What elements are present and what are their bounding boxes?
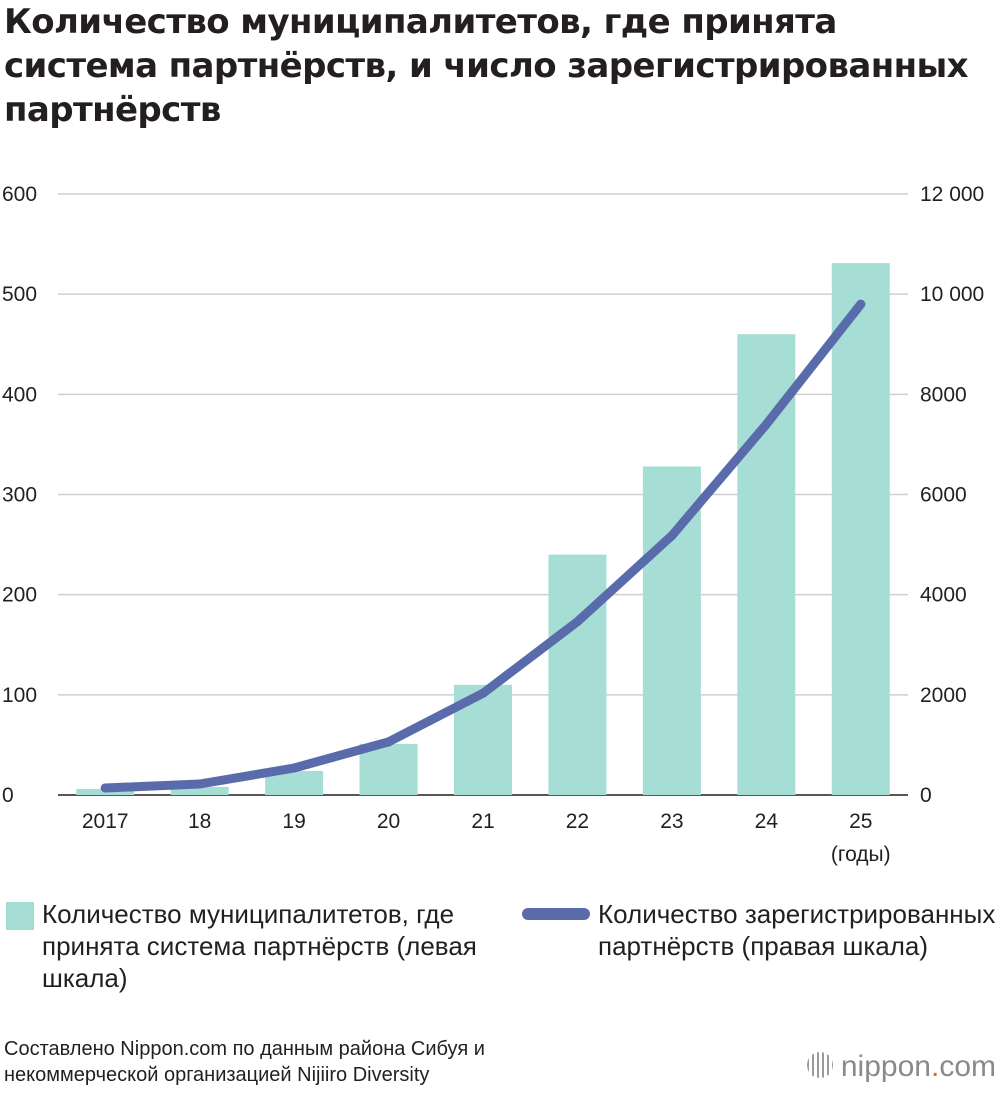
x-tick-label: 25 bbox=[849, 810, 872, 833]
x-tick-label: 21 bbox=[471, 810, 494, 833]
y-left-tick-label: 600 bbox=[2, 183, 37, 206]
y-right-tick-label: 0 bbox=[920, 784, 932, 807]
line-point bbox=[478, 688, 488, 698]
logo-dot: . bbox=[930, 1050, 940, 1083]
y-right-tick-label: 12 000 bbox=[920, 183, 984, 206]
legend-label-bar: Количество муниципалитетов, где принята … bbox=[42, 899, 477, 993]
nippon-logo: nippon.com bbox=[806, 1050, 996, 1084]
x-tick-label: 19 bbox=[282, 810, 305, 833]
y-left-tick-label: 200 bbox=[2, 584, 37, 607]
bar bbox=[359, 743, 418, 795]
source-note: Составлено Nippon.com по данным района С… bbox=[4, 1038, 485, 1086]
legend-label-line: Количество зарегистрированных партнёрств… bbox=[598, 899, 996, 961]
y-right-tick-label: 6000 bbox=[920, 484, 967, 507]
line-point bbox=[289, 763, 299, 773]
chart-title: Количество муниципалитетов, где принята … bbox=[4, 2, 969, 130]
bar bbox=[831, 263, 890, 795]
x-tick-label: 20 bbox=[377, 810, 400, 833]
logo-main: nippon bbox=[840, 1050, 931, 1083]
x-unit-label: (годы) bbox=[831, 843, 891, 866]
y-left-tick-label: 400 bbox=[2, 383, 37, 406]
x-tick-label: 22 bbox=[566, 810, 589, 833]
chart-plot: 0 0 100 2000 200 4000 300 6000 400 8000 500 10 000 6… bbox=[2, 183, 984, 866]
line-point bbox=[856, 299, 866, 309]
y-right-tick-label: 10 000 bbox=[920, 283, 984, 306]
line-point bbox=[195, 779, 205, 789]
bar bbox=[170, 786, 229, 795]
legend-swatch-bar bbox=[6, 902, 34, 930]
line-point bbox=[100, 783, 110, 793]
x-tick-label: 23 bbox=[660, 810, 683, 833]
y-left-tick-label: 0 bbox=[2, 784, 14, 807]
line-point bbox=[572, 617, 582, 627]
y-right-tick-label: 2000 bbox=[920, 684, 967, 707]
x-tick-label: 24 bbox=[755, 810, 779, 833]
y-left-tick-label: 100 bbox=[2, 684, 37, 707]
bar bbox=[548, 554, 607, 795]
y-left-tick-label: 300 bbox=[2, 484, 37, 507]
logo-suffix: com bbox=[939, 1050, 996, 1083]
bar bbox=[737, 334, 796, 795]
y-left-tick-label: 500 bbox=[2, 283, 37, 306]
line-point bbox=[667, 531, 677, 541]
line-point bbox=[761, 419, 771, 429]
x-tick-label: 2017 bbox=[82, 810, 129, 833]
y-right-tick-label: 4000 bbox=[920, 584, 967, 607]
nippon-logo-icon bbox=[806, 1052, 833, 1078]
bar bbox=[642, 466, 701, 795]
line-point bbox=[384, 737, 394, 747]
x-tick-label: 18 bbox=[188, 810, 211, 833]
legend-swatch-line bbox=[522, 908, 590, 920]
y-right-tick-label: 8000 bbox=[920, 383, 967, 406]
